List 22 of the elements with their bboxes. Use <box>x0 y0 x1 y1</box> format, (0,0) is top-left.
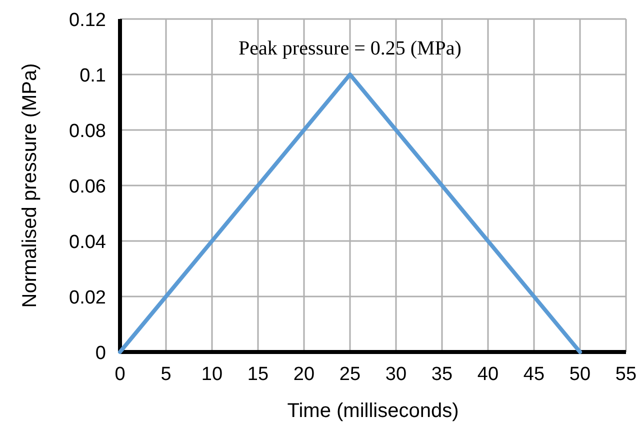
x-tick-label: 45 <box>523 364 545 385</box>
y-tick-label: 0 <box>95 343 106 364</box>
y-tick-label: 0.1 <box>80 66 106 86</box>
x-tick-label: 20 <box>293 364 315 385</box>
y-tick-label: 0.06 <box>69 176 106 198</box>
y-axis-title: Normalised pressure (MPa) <box>19 63 41 308</box>
x-tick-label: 30 <box>385 364 407 385</box>
x-tick-label: 10 <box>201 364 223 385</box>
annotation: Peak pressure = 0.25 (MPa) <box>238 38 462 60</box>
x-tick-label: 40 <box>477 364 499 385</box>
y-tick-label: 0.12 <box>69 10 106 31</box>
x-tick-label: 25 <box>339 364 361 385</box>
y-tick-label: 0.02 <box>69 288 106 308</box>
y-tick-label: 0.08 <box>69 121 106 142</box>
x-tick-label: 15 <box>247 364 269 385</box>
y-tick-label: 0.04 <box>69 232 106 253</box>
x-axis-title: Time (milliseconds) <box>287 400 459 422</box>
x-tick-label: 0 <box>114 364 126 385</box>
x-tick-label: 35 <box>431 364 453 385</box>
x-tick-label: 55 <box>615 364 637 385</box>
x-tick-label: 50 <box>569 364 591 385</box>
x-tick-label: 5 <box>160 364 172 385</box>
